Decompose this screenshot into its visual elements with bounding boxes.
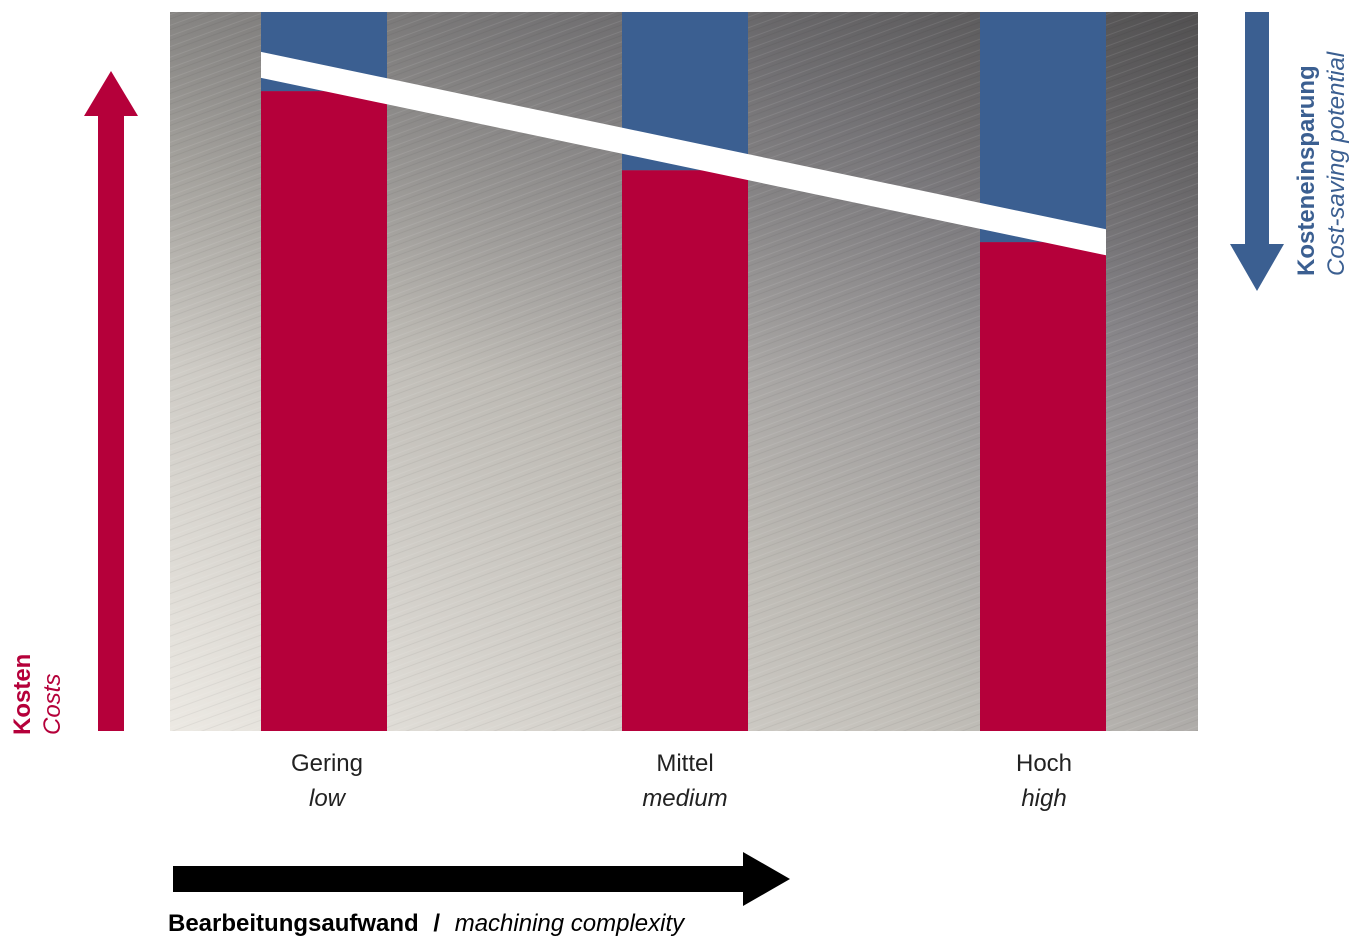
cost-bar-medium (622, 170, 748, 731)
complexity-right-arrow-icon (173, 852, 790, 906)
saving-axis-label-en: Cost-saving potential (1323, 51, 1350, 276)
saving-bar-high (980, 12, 1106, 243)
saving-axis-label-de: Kosteneinsparung (1293, 65, 1320, 276)
x-axis-label-en: machining complexity (454, 910, 685, 937)
cost-bar-high (980, 242, 1106, 731)
category-label-medium-en: medium (642, 785, 728, 812)
y-axis-label: Kosten Costs (8, 654, 68, 735)
arrows-layer (84, 12, 1284, 906)
cost-divider-band (261, 51, 1106, 256)
divider-layer (261, 51, 1106, 256)
y-axis-label-en: Costs (39, 673, 66, 735)
category-label-medium-de: Mittel (656, 750, 714, 777)
cost-bar-low (261, 91, 387, 732)
costs-up-arrow-icon (84, 71, 138, 731)
category-label-high-de: Hoch (1015, 750, 1073, 777)
x-axis-separator: / (433, 910, 441, 937)
category-label-low-de: Gering (290, 750, 364, 777)
x-axis-label-de: Bearbeitungsaufwand (168, 910, 419, 937)
saving-axis-label: Kosteneinsparung Cost-saving potential (1292, 52, 1352, 276)
x-axis-label: Bearbeitungsaufwand / machining complexi… (168, 910, 684, 938)
saving-down-arrow-icon (1230, 12, 1284, 291)
y-axis-label-de: Kosten (9, 653, 36, 735)
category-label-high-en: high (1021, 785, 1067, 812)
category-label-low-en: low (308, 785, 345, 812)
